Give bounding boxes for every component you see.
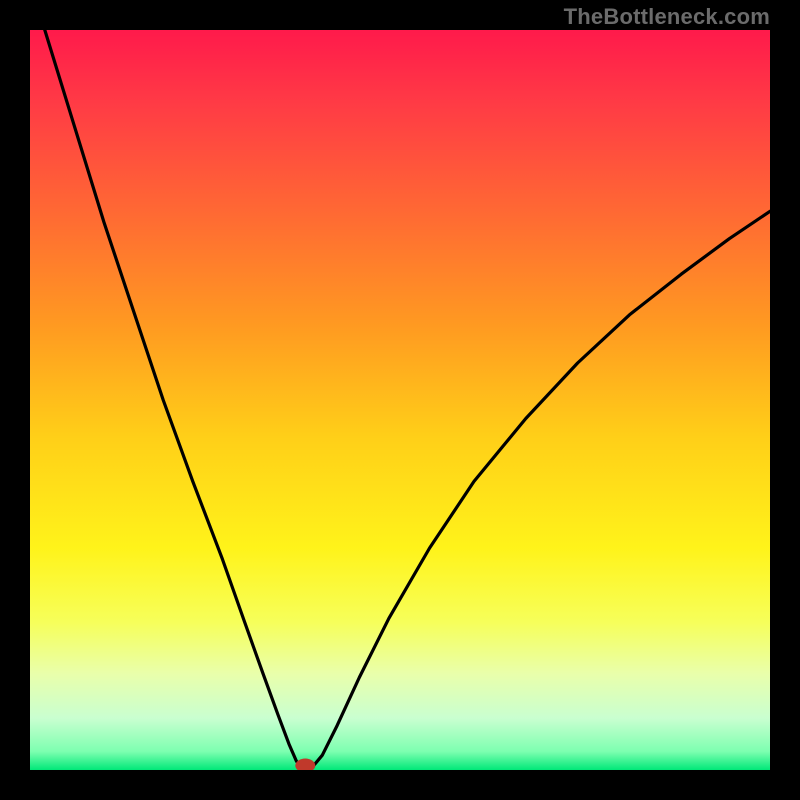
plot-svg: [30, 30, 770, 770]
plot-area: [30, 30, 770, 770]
watermark-text: TheBottleneck.com: [564, 4, 770, 30]
gradient-background: [30, 30, 770, 770]
chart-frame: TheBottleneck.com: [0, 0, 800, 800]
